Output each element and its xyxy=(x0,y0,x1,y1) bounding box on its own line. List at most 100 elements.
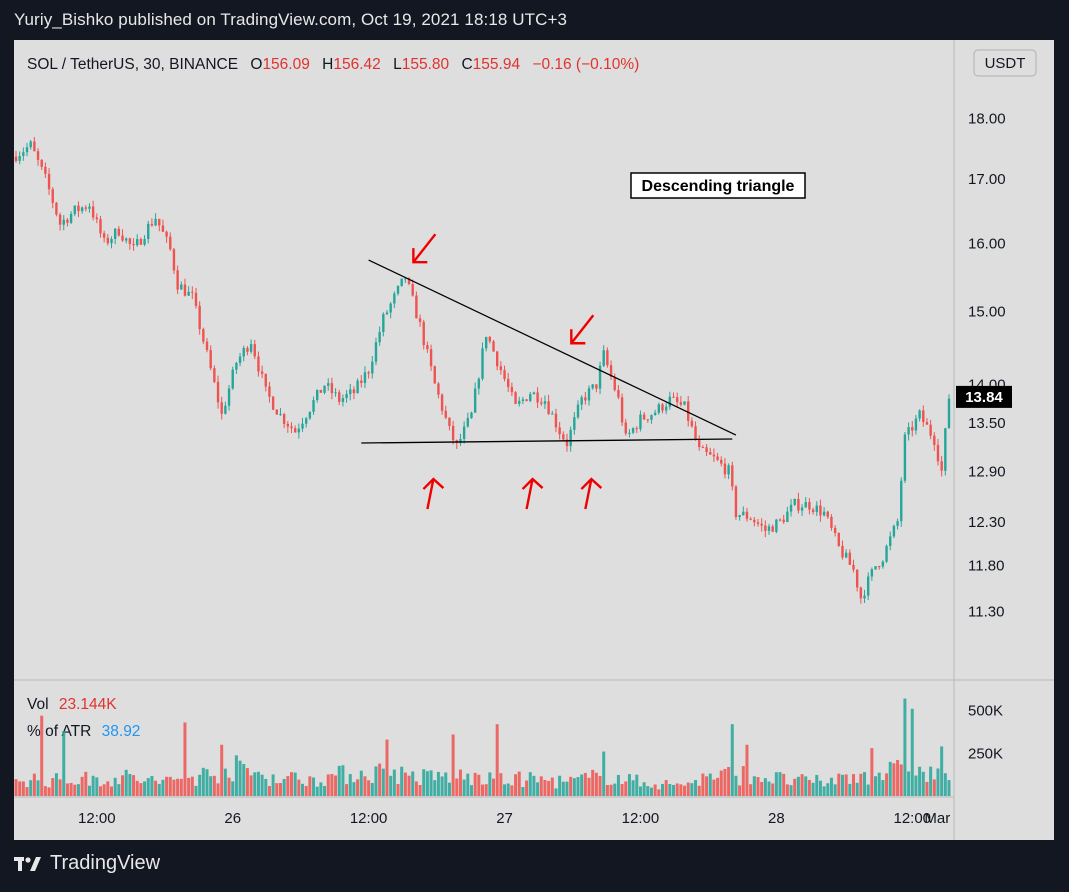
volume-bar xyxy=(187,777,191,796)
volume-bar xyxy=(14,779,18,796)
candle-body xyxy=(393,293,396,304)
candle-body xyxy=(293,428,297,433)
candle-body xyxy=(797,498,800,511)
volume-bar xyxy=(110,786,114,796)
currency-box[interactable] xyxy=(973,49,1037,77)
volume-bar xyxy=(594,772,598,796)
candle-body xyxy=(36,151,40,160)
volume-bar xyxy=(18,781,22,796)
volume-bar xyxy=(179,778,183,796)
candle-body xyxy=(830,516,833,528)
candle-body xyxy=(216,381,220,403)
candle-body xyxy=(448,417,451,426)
candle-body xyxy=(106,237,110,244)
candle-body xyxy=(584,397,587,401)
volume-bar xyxy=(657,789,661,796)
volume-bar xyxy=(811,782,815,796)
chart-svg[interactable]: SOL / TetherUS, 30, BINANCE O156.09 H156… xyxy=(14,40,1054,840)
candle-body xyxy=(40,159,43,167)
volume-bar xyxy=(877,772,881,796)
volume-bar xyxy=(124,769,128,796)
candle-body xyxy=(495,351,499,367)
volume-bar xyxy=(932,779,936,796)
volume-bar xyxy=(510,785,514,796)
volume-bar xyxy=(874,776,878,796)
volume-bar xyxy=(403,772,407,796)
candle-body xyxy=(499,366,503,371)
atr-value: 38.92 xyxy=(102,723,141,740)
volume-bar xyxy=(256,771,260,796)
candle-body xyxy=(158,218,161,226)
candle-body xyxy=(694,426,697,440)
volume-bar xyxy=(117,784,121,796)
candle-body xyxy=(161,225,165,232)
candle-body xyxy=(91,206,95,218)
volume-bar xyxy=(436,771,440,796)
candle-body xyxy=(411,283,414,296)
volume-bar xyxy=(323,785,327,796)
volume-bar xyxy=(844,774,848,796)
candle-body xyxy=(426,345,429,350)
candle-body xyxy=(330,383,334,394)
volume-bar xyxy=(914,775,918,796)
candle-body xyxy=(128,238,132,244)
candle-body xyxy=(922,410,925,423)
candle-body xyxy=(947,398,951,429)
volume-bar xyxy=(778,772,782,796)
volume-bar xyxy=(234,755,238,796)
candle-body xyxy=(88,206,91,209)
volume-bar xyxy=(172,779,176,796)
volume-bar xyxy=(536,782,540,796)
currency-label[interactable]: USDT xyxy=(985,55,1026,72)
candle-body xyxy=(657,404,661,413)
volume-bar xyxy=(730,724,734,796)
annotation-arrow xyxy=(521,477,544,510)
legend-close-label: C xyxy=(461,56,472,73)
candle-body xyxy=(580,397,583,405)
candle-body xyxy=(510,387,514,393)
pattern-label: Descending triangle xyxy=(642,178,795,195)
volume-bar xyxy=(392,769,396,796)
volume-bar xyxy=(918,766,922,796)
candle-body xyxy=(745,511,749,519)
footer-brand[interactable]: TradingView xyxy=(14,852,160,875)
vol-value: 23.144K xyxy=(59,696,117,713)
candle-body xyxy=(73,205,76,214)
arrow-head xyxy=(521,477,544,490)
candle-body xyxy=(944,428,947,471)
candle-body xyxy=(800,507,804,511)
candle-body xyxy=(804,502,807,508)
candle-body xyxy=(878,566,881,568)
volume-bar xyxy=(631,780,635,796)
candle-body xyxy=(341,398,345,402)
annotation-arrow xyxy=(570,314,595,345)
volume-bar xyxy=(701,773,705,796)
candle-body xyxy=(819,505,822,516)
volume-bar xyxy=(620,784,624,796)
volume-bar xyxy=(708,773,712,796)
candle-body xyxy=(661,404,664,411)
candle-body xyxy=(271,396,275,410)
candle-body xyxy=(918,410,921,419)
candle-body xyxy=(889,536,892,546)
volume-bar xyxy=(231,781,235,796)
volume-bar xyxy=(414,781,418,796)
volume-bar xyxy=(25,787,29,796)
candle-body xyxy=(767,526,771,531)
volume-bar xyxy=(21,781,25,796)
volume-bar xyxy=(345,784,349,796)
volume-bar xyxy=(150,775,154,796)
candle-body xyxy=(235,362,238,370)
volume-bar xyxy=(304,785,308,796)
candle-body xyxy=(554,413,558,428)
volume-tick-label: 250K xyxy=(968,745,1003,762)
candle-body xyxy=(389,303,392,313)
volume-bar xyxy=(587,777,591,796)
volume-bar xyxy=(54,773,58,796)
candle-body xyxy=(885,545,888,562)
y-tick-label: 17.00 xyxy=(968,171,1006,188)
candle-body xyxy=(598,365,602,389)
candle-body xyxy=(66,219,69,223)
last-price-tag xyxy=(956,385,1012,408)
candle-body xyxy=(635,428,638,430)
